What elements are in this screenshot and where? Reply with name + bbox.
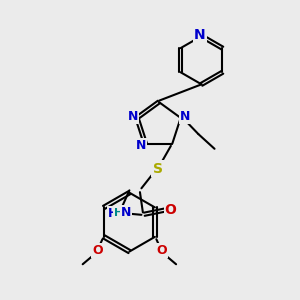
Text: N: N	[136, 139, 146, 152]
Text: S: S	[153, 162, 163, 176]
Text: H: H	[113, 208, 123, 218]
Text: HN: HN	[108, 207, 128, 220]
Text: N: N	[180, 110, 190, 123]
Text: N: N	[128, 110, 138, 123]
Text: O: O	[92, 244, 103, 257]
Text: N: N	[194, 28, 206, 42]
Text: O: O	[156, 244, 167, 257]
Text: O: O	[165, 202, 176, 217]
Text: N: N	[121, 206, 131, 219]
